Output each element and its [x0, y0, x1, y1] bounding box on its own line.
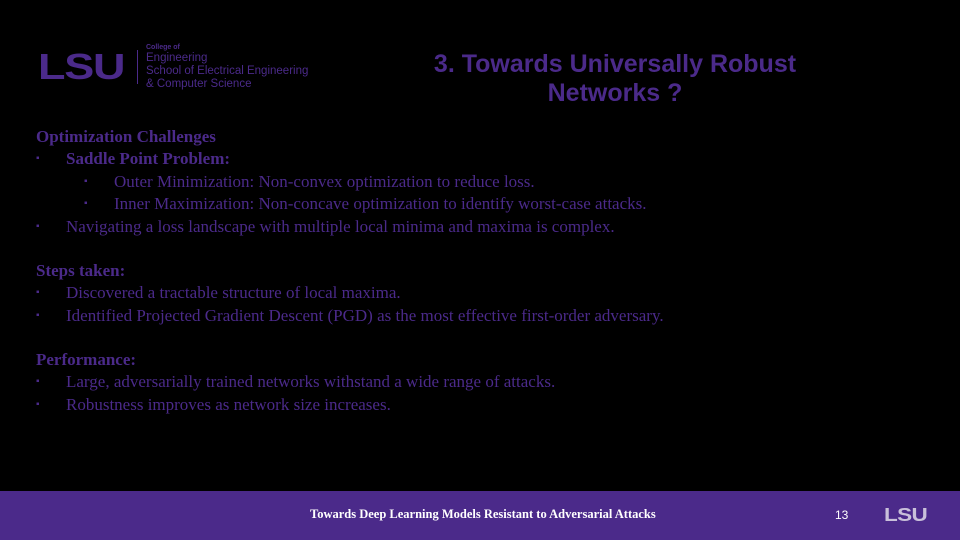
bullet-text: Navigating a loss landscape with multipl…: [66, 216, 615, 236]
logo-text: College of Engineering School of Electri…: [146, 44, 308, 90]
bullet-marker-icon: ▪: [36, 398, 40, 410]
bullet-marker-icon: ▪: [36, 153, 40, 164]
bullet-item: ▪ Inner Maximization: Non-concave optimiz…: [36, 193, 936, 216]
bullet-item: ▪ Discovered a tractable structure of loc…: [36, 282, 936, 305]
section-heading: Steps taken:: [36, 261, 126, 280]
logo-divider: [137, 50, 138, 85]
section-heading: Performance:: [36, 350, 137, 369]
bullet-text: Discovered a tractable structure of loca…: [66, 283, 401, 302]
bullet-marker-icon: ▪: [84, 175, 88, 187]
section-gap: [36, 238, 936, 260]
bullet-marker-icon: ▪: [36, 287, 40, 298]
section-heading: Optimization Challenges: [36, 127, 216, 146]
slide-title: 3. Towards Universally Robust Networks ?: [360, 50, 870, 108]
footer-lsu-logo: LSU: [884, 505, 928, 525]
bullet-text: Robustness improves as network size incr…: [66, 394, 391, 414]
bullet-item: ▪ Large, adversarially trained networks w…: [36, 371, 936, 394]
logo-college-line2: Engineering: [146, 51, 208, 64]
bullet-text: Large, adversarially trained networks wi…: [66, 372, 556, 391]
bullet-item: ▪ Navigating a loss landscape with multip…: [36, 216, 936, 239]
slide-title-line2: Networks ?: [547, 79, 683, 107]
bullet-text: Saddle Point Problem:: [66, 149, 231, 168]
logo-school-line2: & Computer Science: [146, 77, 252, 90]
bullet-item: ▪ Robustness improves as network size inc…: [36, 394, 936, 417]
bullet-text: Inner Maximization: Non-concave optimiza…: [114, 194, 647, 213]
footer-bar: Towards Deep Learning Models Resistant t…: [0, 491, 960, 540]
bullet-marker-icon: ▪: [36, 220, 40, 232]
bullet-text: Outer Minimization: Non-convex optimizat…: [114, 171, 535, 191]
bullet-marker-icon: ▪: [36, 309, 40, 321]
bullet-item: ▪ Saddle Point Problem:: [36, 148, 936, 171]
slide-title-line1: 3. Towards Universally Robust: [433, 50, 797, 78]
lsu-logo: LSU College of Engineering School of Ele…: [38, 44, 308, 90]
lsu-logo-mark: LSU: [38, 46, 126, 88]
logo-school-line1: School of Electrical Engineering: [146, 64, 309, 77]
logo-college-line1: College of: [146, 44, 180, 51]
page-number: 13: [835, 508, 849, 522]
bullet-marker-icon: ▪: [36, 376, 40, 387]
footer-title: Towards Deep Learning Models Resistant t…: [310, 507, 656, 521]
slide-content: Optimization Challenges ▪ Saddle Point Pro…: [36, 126, 936, 416]
bullet-marker-icon: ▪: [84, 198, 88, 209]
bullet-text: Identified Projected Gradient Descent (P…: [66, 305, 664, 325]
section-gap: [36, 327, 936, 349]
bullet-item: ▪ Outer Minimization: Non-convex optimiza…: [36, 171, 936, 194]
bullet-item: ▪ Identified Projected Gradient Descent (…: [36, 305, 936, 328]
